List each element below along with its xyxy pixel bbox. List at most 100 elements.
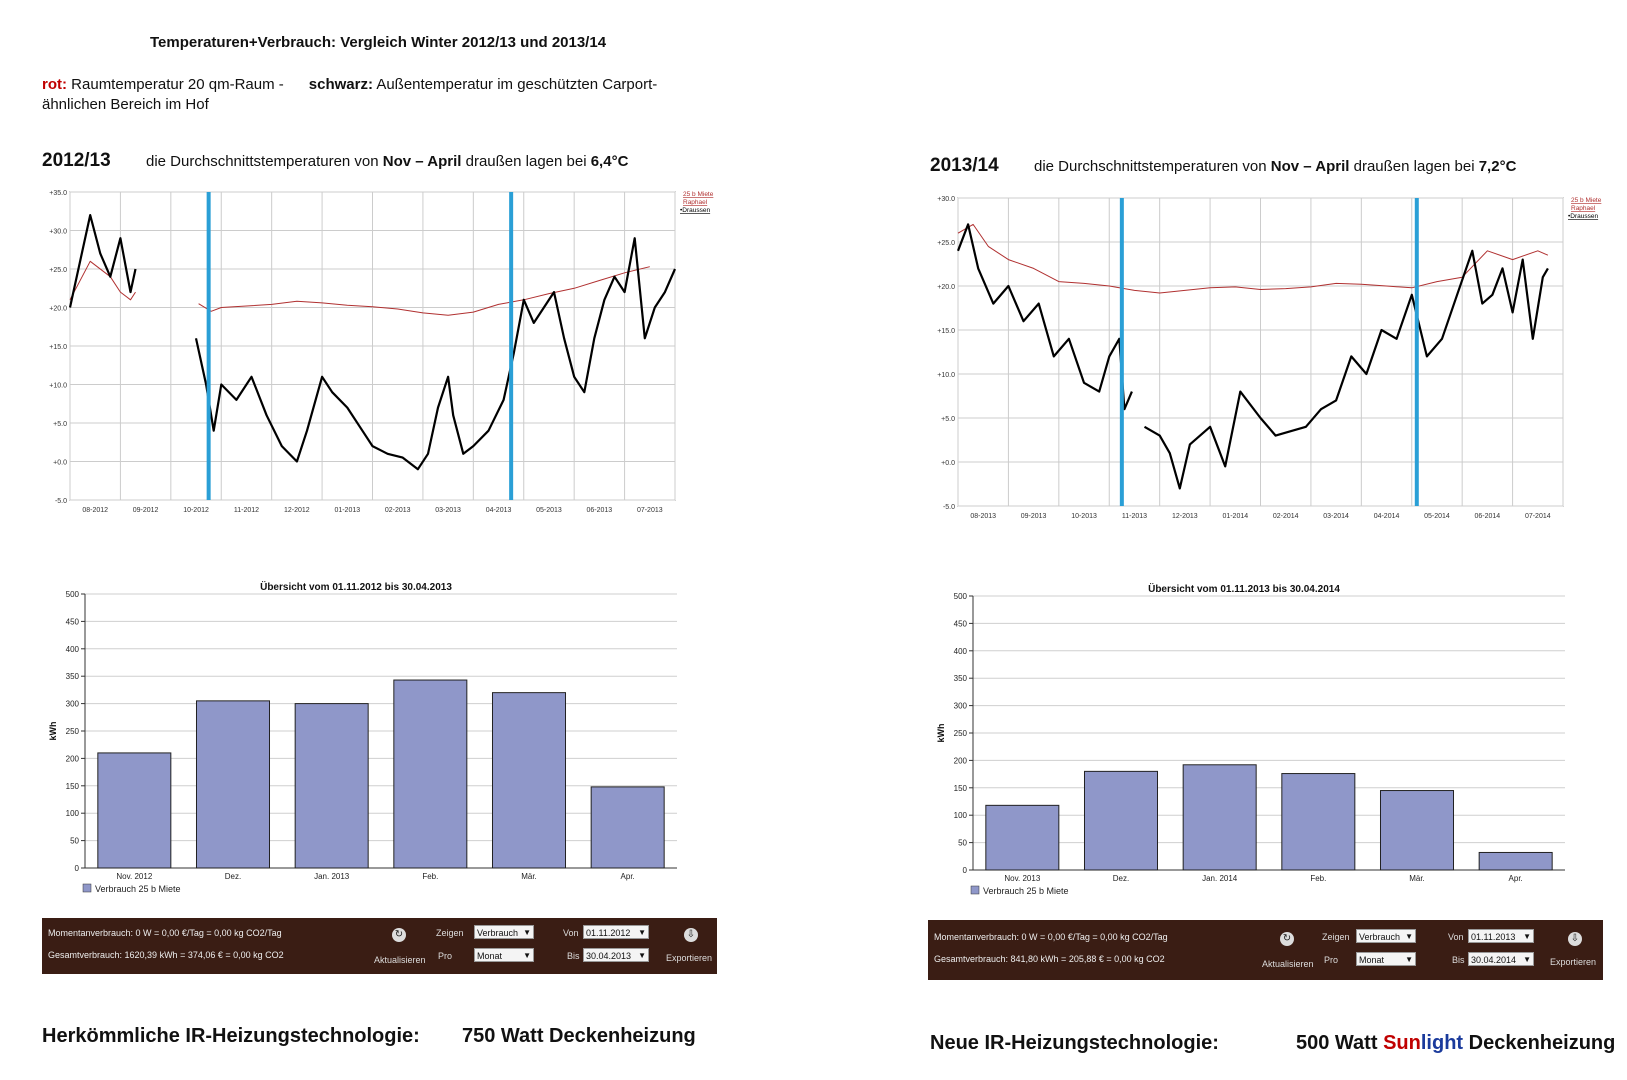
y-tick-label: 500 [66, 590, 80, 599]
y-tick-label: +5.0 [53, 421, 67, 428]
x-tick-label: 08-2012 [82, 507, 108, 514]
export-button[interactable]: Exportieren [1550, 957, 1597, 967]
y-tick-label: 200 [66, 754, 80, 763]
momentanverbrauch-text: Momentanverbrauch: 0 W = 0,00 €/Tag = 0,… [48, 928, 282, 938]
bis-label: Bis [567, 951, 580, 961]
sunlight-brand-light: light [1420, 1032, 1464, 1054]
bar [294, 703, 369, 869]
export-icon[interactable]: ⇩ [684, 928, 698, 942]
x-tick-label: 12-2013 [1172, 513, 1198, 520]
zeigen-select[interactable]: Verbrauch ▼ [474, 925, 534, 939]
y-tick-label: +15.0 [937, 328, 955, 335]
von-label: Von [563, 928, 579, 938]
consumption-panel-2012-13: Momentanverbrauch: 0 W = 0,00 €/Tag = 0,… [42, 918, 717, 974]
y-tick-label: 150 [66, 782, 80, 791]
temperature-chart-2012-13: +35.0 +30.0 +25.0 +20.0 +15.0 +10.0 +5.0 +0.0 -5… [49, 190, 713, 514]
y-tick-label: 100 [66, 809, 80, 818]
x-tick-label: 08-2013 [970, 513, 996, 520]
y-tick-label: -5.0 [55, 498, 67, 505]
pro-select-value: Monat [477, 951, 503, 961]
x-tick-label: 05-2014 [1424, 513, 1450, 520]
y-tick-label: 0 [963, 866, 968, 875]
pro-select[interactable]: Monat ▼ [1356, 952, 1416, 966]
y-tick-label: +30.0 [937, 196, 955, 203]
refresh-button[interactable]: Aktualisieren [1262, 959, 1314, 969]
left-year-heading: 2012/13 [42, 150, 111, 171]
document-title: Temperaturen+Verbrauch: Vergleich Winter… [150, 34, 607, 51]
bar [1281, 773, 1356, 871]
x-tick-label: 09-2013 [1021, 513, 1047, 520]
x-tick-label: Jan. 2014 [1202, 874, 1238, 883]
pro-select[interactable]: Monat ▼ [474, 948, 534, 962]
zeigen-select-value: Verbrauch [1359, 932, 1401, 942]
right-avg-value: 7,2°C [1478, 158, 1517, 175]
bar [97, 752, 172, 869]
x-tick-label: 02-2014 [1273, 513, 1299, 520]
refresh-button[interactable]: Aktualisieren [374, 955, 426, 965]
x-tick-label: 01-2014 [1222, 513, 1248, 520]
chevron-down-icon: ▼ [523, 951, 531, 960]
bis-date-value: 30.04.2014 [1471, 955, 1517, 965]
x-tick-label: 01-2013 [334, 507, 360, 514]
y-tick-label: 450 [954, 619, 968, 628]
x-tick-label: Mär. [521, 872, 537, 881]
y-tick-label: +30.0 [49, 229, 67, 236]
bis-date-input[interactable]: 30.04.2013 ▼ [583, 948, 649, 962]
y-tick-label: 50 [958, 839, 967, 848]
chevron-down-icon: ▼ [523, 928, 531, 937]
y-tick-label: +15.0 [49, 344, 67, 351]
x-tick-label: Jan. 2013 [314, 872, 350, 881]
bar [590, 786, 665, 869]
y-tick-label: 300 [954, 702, 968, 711]
x-tick-label: 04-2013 [486, 507, 512, 514]
y-tick-label: 50 [70, 837, 79, 846]
x-tick-label: 03-2014 [1323, 513, 1349, 520]
y-axis-label: kWh [48, 722, 58, 741]
legend-black-text: Außentemperatur im geschützten Carport-ä… [42, 76, 658, 113]
bar [1083, 770, 1159, 871]
x-tick-label: 10-2013 [1071, 513, 1097, 520]
x-tick-label: Mär. [1409, 874, 1425, 883]
left-avg-prefix: die Durchschnittstemperaturen von [146, 153, 379, 170]
consumption-panel-2013-14: Momentanverbrauch: 0 W = 0,00 €/Tag = 0,… [928, 920, 1603, 980]
bar-chart-title: Übersicht vom 01.11.2012 bis 30.04.2013 [260, 580, 452, 593]
left-avg-value: 6,4°C [590, 153, 629, 170]
consumption-chart-2013-14: Übersicht vom 01.11.2013 bis 30.04.2014 5… [936, 582, 1565, 896]
bar [1478, 851, 1553, 871]
legend-entry-raphael: Raphael [1571, 205, 1596, 212]
legend-red-text: Raumtemperatur 20 qm-Raum - [71, 76, 284, 93]
room-temperature-line [957, 223, 1549, 294]
export-icon[interactable]: ⇩ [1568, 932, 1582, 946]
y-tick-label: +10.0 [937, 372, 955, 379]
gesamtverbrauch-text: Gesamtverbrauch: 1620,39 kWh = 374,06 € … [48, 950, 284, 960]
bar [393, 679, 468, 869]
x-tick-label: 04-2014 [1374, 513, 1400, 520]
von-date-input[interactable]: 01.11.2013 ▼ [1468, 929, 1534, 943]
outdoor-temperature-line [1143, 249, 1549, 490]
bar [195, 700, 271, 869]
x-tick-label: 10-2012 [183, 507, 209, 514]
bis-date-value: 30.04.2013 [586, 951, 632, 961]
chevron-down-icon: ▼ [1405, 955, 1413, 964]
y-tick-label: -5.0 [943, 504, 955, 511]
legend-label: Verbrauch 25 b Miete [983, 886, 1069, 896]
zeigen-select[interactable]: Verbrauch ▼ [1356, 929, 1416, 943]
bis-date-input[interactable]: 30.04.2014 ▼ [1468, 952, 1534, 966]
von-date-input[interactable]: 01.11.2012 ▼ [583, 925, 649, 939]
refresh-icon[interactable]: ↻ [1280, 932, 1294, 946]
outdoor-temperature-line [194, 237, 677, 471]
export-button[interactable]: Exportieren [666, 953, 713, 963]
y-axis-label: kWh [936, 724, 946, 743]
right-footer-watt: 500 Watt [1296, 1032, 1378, 1054]
left-average-line: die Durchschnittstemperaturen von Nov – … [146, 153, 628, 170]
bis-label: Bis [1452, 955, 1465, 965]
chevron-down-icon: ▼ [638, 951, 646, 960]
y-tick-label: 100 [954, 811, 968, 820]
right-avg-range: Nov – April [1270, 158, 1350, 175]
y-tick-label: 200 [954, 756, 968, 765]
bar [491, 692, 567, 869]
right-year-heading: 2013/14 [930, 155, 999, 176]
y-tick-label: +25.0 [937, 240, 955, 247]
x-tick-label: 09-2012 [133, 507, 159, 514]
refresh-icon[interactable]: ↻ [392, 928, 406, 942]
